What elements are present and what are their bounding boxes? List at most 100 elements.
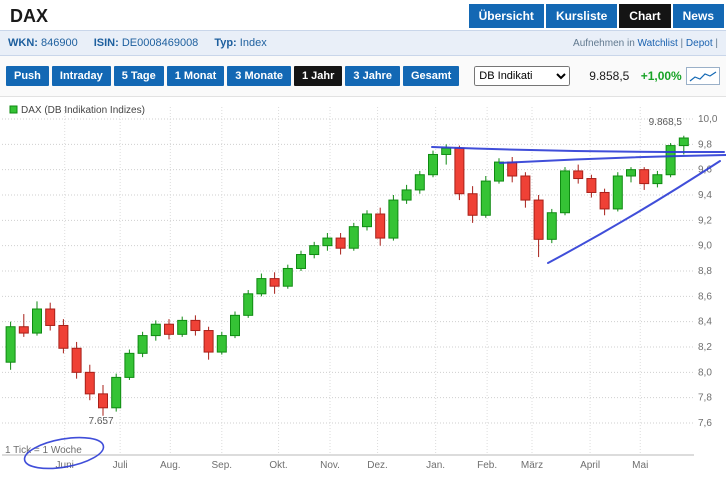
candle [573, 164, 584, 184]
svg-text:Aug.: Aug. [160, 460, 181, 471]
watchlist-link[interactable]: Watchlist [637, 37, 678, 49]
btn-3-monate[interactable]: 3 Monate [227, 66, 291, 86]
candle [626, 167, 636, 183]
gridlines [2, 118, 694, 424]
candle [150, 320, 161, 341]
btn-push[interactable]: Push [6, 66, 49, 86]
candle [494, 158, 504, 184]
candle [84, 364, 95, 401]
candle [414, 170, 425, 194]
candle [269, 272, 280, 294]
add-prefix: Aufnehmen in [573, 37, 635, 49]
candle [639, 167, 650, 190]
separator: | [680, 37, 684, 49]
candle [335, 233, 346, 255]
svg-text:8,6: 8,6 [698, 291, 712, 302]
candle [243, 290, 254, 318]
candle [401, 184, 412, 204]
btn-gesamt[interactable]: Gesamt [402, 66, 460, 86]
typ-value: Index [239, 37, 267, 49]
svg-text:9,2: 9,2 [698, 215, 712, 226]
page-title: DAX [10, 5, 49, 26]
wkn: WKN: 846900 [8, 37, 78, 49]
instrument-infobar: WKN: 846900 ISIN: DE0008469008 Typ: Inde… [0, 30, 726, 56]
mini-chart-icon[interactable] [686, 67, 720, 85]
candle [454, 145, 465, 201]
isin: ISIN: DE0008469008 [94, 37, 199, 49]
candle [45, 302, 56, 331]
svg-text:Mai: Mai [632, 460, 648, 471]
svg-text:Juli: Juli [113, 460, 128, 471]
isin-label: ISIN: [93, 37, 119, 49]
candle [5, 321, 16, 370]
watchlist-actions: Aufnehmen in Watchlist | Depot | [573, 38, 718, 49]
btn-1-jahr[interactable]: 1 Jahr [293, 66, 343, 86]
value-annotations: 9.868,5 7.657 1 Tick = 1 Woche [5, 117, 682, 456]
trendline [499, 154, 726, 164]
sparkline-icon [689, 71, 717, 81]
candle [428, 150, 438, 178]
typ-label: Typ: [214, 37, 237, 49]
candle [18, 314, 29, 337]
candle [348, 222, 359, 251]
candle [177, 316, 188, 337]
svg-text:8,0: 8,0 [698, 367, 712, 378]
svg-text:9,8: 9,8 [698, 139, 712, 150]
svg-text:März: März [521, 460, 543, 471]
candles-layer [5, 135, 689, 416]
price-chart[interactable]: 10,09,89,69,49,29,08,88,68,48,28,07,87,6… [0, 97, 726, 484]
candle [560, 167, 570, 216]
wkn-value: 846900 [41, 37, 78, 49]
isin-value: DE0008469008 [121, 37, 199, 49]
btn-5-tage[interactable]: 5 Tage [113, 66, 164, 86]
candle [190, 315, 201, 336]
svg-text:8,4: 8,4 [698, 317, 712, 328]
candle [309, 241, 320, 259]
quote-change: +1,00% [640, 69, 682, 83]
candle [586, 174, 597, 198]
svg-text:9.868,5: 9.868,5 [649, 117, 683, 128]
typ: Typ: Index [214, 37, 266, 49]
separator: | [715, 37, 718, 49]
candle [322, 233, 333, 251]
svg-text:Juni: Juni [56, 460, 74, 471]
month-gridlines [64, 107, 641, 455]
svg-text:7,6: 7,6 [698, 418, 712, 429]
tab-chart[interactable]: Chart [619, 4, 671, 28]
candle [665, 143, 676, 178]
trendline [547, 160, 721, 264]
svg-text:9,4: 9,4 [698, 190, 712, 201]
quote-value: 9.858,5 [589, 69, 630, 83]
candle [137, 331, 148, 358]
quote: 9.858,5 +1,00% [589, 69, 681, 83]
svg-text:1 Tick = 1 Woche: 1 Tick = 1 Woche [5, 445, 82, 456]
svg-text:Dez.: Dez. [367, 460, 388, 471]
btn-intraday[interactable]: Intraday [51, 66, 111, 86]
depot-link[interactable]: Depot [685, 37, 713, 49]
candle [520, 172, 531, 208]
candle [612, 172, 623, 212]
candle [256, 273, 267, 297]
svg-text:Okt.: Okt. [269, 460, 287, 471]
hand-drawn-annotations [23, 146, 726, 470]
tab-news[interactable]: News [672, 4, 724, 28]
indicator-select[interactable]: DB Indikati [474, 66, 571, 86]
candle [71, 341, 82, 379]
svg-text:DAX (DB Indikation Indizes): DAX (DB Indikation Indizes) [21, 105, 145, 116]
svg-text:9,0: 9,0 [698, 241, 712, 252]
y-axis-labels: 10,09,89,69,49,29,08,88,68,48,28,07,87,6 [698, 114, 718, 429]
candle [533, 195, 544, 258]
candle [124, 349, 135, 380]
header-tabs: Übersicht Kursliste Chart News [468, 4, 724, 28]
svg-text:7.657: 7.657 [88, 416, 113, 427]
svg-text:8,8: 8,8 [698, 266, 712, 277]
candle [507, 157, 518, 183]
tab-uebersicht[interactable]: Übersicht [468, 4, 544, 28]
circle-annotation [23, 436, 105, 470]
btn-1-monat[interactable]: 1 Monat [166, 66, 225, 86]
candle [111, 373, 122, 412]
candle [296, 250, 306, 271]
btn-3-jahre[interactable]: 3 Jahre [345, 66, 400, 86]
tab-kursliste[interactable]: Kursliste [545, 4, 618, 28]
